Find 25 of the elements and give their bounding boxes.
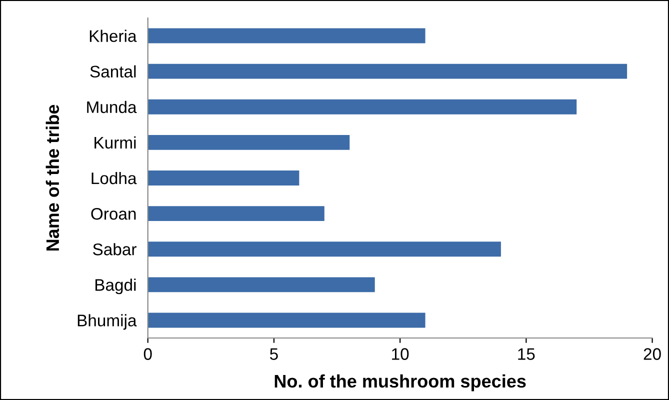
y-tick-label: Lodha [92,172,137,184]
bar [148,206,324,222]
y-tick-label: Bagdi [95,278,136,294]
bar [148,99,577,114]
x-tick-label: 15 [518,348,535,360]
y-tick-label: Santal [90,65,136,78]
bar [148,312,426,328]
bar [148,134,350,150]
x-tick-label: 5 [270,348,278,360]
y-tick-label: Oroan [91,208,136,220]
bar [148,28,426,44]
bar [148,277,375,292]
bar [148,64,628,79]
x-tick-label: 20 [644,348,661,360]
bar [148,170,300,186]
x-tick-label: 0 [144,348,152,360]
y-tick-label: Kurmi [94,136,136,149]
y-tick-label: Munda [87,100,137,114]
x-axis-title: No. of the mushroom species [274,374,526,392]
y-tick-label: Sabar [93,243,136,256]
x-tick-label: 10 [392,348,409,360]
y-tick-label: Bhumija [78,314,137,330]
y-axis-title: Name of the tribe [46,104,60,251]
bar [148,242,501,257]
y-tick-label: Kheria [90,30,137,42]
